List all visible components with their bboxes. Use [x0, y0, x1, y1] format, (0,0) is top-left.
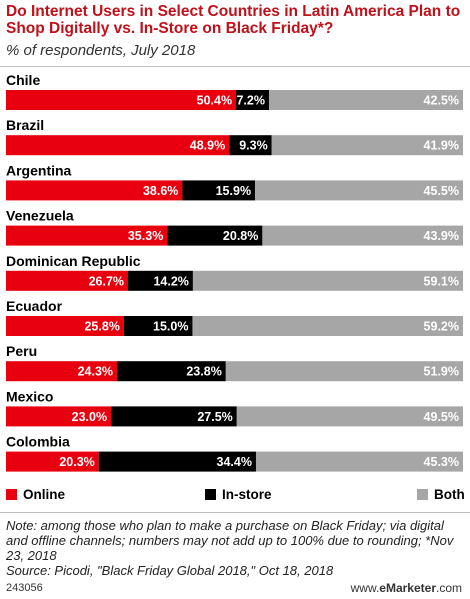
value-label-both-ecuador: 59.2%: [424, 320, 459, 334]
legend-label-instore: In-store: [222, 487, 272, 502]
value-label-online-colombia: 20.3%: [59, 455, 94, 469]
country-label-ecuador: Ecuador: [6, 298, 63, 314]
bar-online-chile: [6, 90, 237, 110]
value-label-online-brazil: 48.9%: [190, 139, 225, 153]
chart-source: Source: Picodi, "Black Friday Global 201…: [6, 563, 334, 578]
top-divider: [0, 66, 470, 67]
bar-both-peru: [225, 361, 463, 382]
bar-online-ecuador: [6, 316, 124, 336]
value-label-in-store-ecuador: 15.0%: [153, 320, 188, 334]
value-label-in-store-argentina: 15.9%: [216, 184, 251, 198]
value-label-in-store-colombia: 34.4%: [217, 455, 252, 469]
country-label-mexico: Mexico: [6, 388, 53, 404]
value-label-both-colombia: 45.3%: [424, 455, 459, 469]
value-label-both-peru: 51.9%: [424, 365, 459, 379]
chart-id: 243056: [6, 582, 43, 594]
bar-online-venezuela: [6, 225, 168, 246]
legend-swatch-online: [6, 489, 17, 500]
chart-subtitle: % of respondents, July 2018: [6, 42, 196, 59]
value-label-both-dominican-republic: 59.1%: [424, 274, 459, 288]
value-label-in-store-brazil: 9.3%: [239, 139, 268, 153]
bar-in-store-brazil: [229, 135, 272, 156]
chart-legend: Online In-store Both: [0, 487, 470, 507]
bar-in-store-colombia: [98, 451, 256, 472]
legend-item-instore: In-store: [205, 487, 272, 502]
legend-label-online: Online: [23, 487, 66, 502]
bar-both-chile: [268, 90, 463, 110]
legend-swatch-instore: [205, 489, 216, 500]
value-label-online-ecuador: 25.8%: [84, 320, 119, 334]
legend-item-online: Online: [6, 487, 65, 502]
value-label-both-venezuela: 43.9%: [424, 229, 459, 243]
value-label-online-peru: 24.3%: [78, 365, 113, 379]
value-label-in-store-mexico: 27.5%: [197, 410, 232, 424]
value-label-in-store-peru: 23.8%: [186, 365, 221, 379]
bar-both-ecuador: [192, 316, 463, 336]
country-label-venezuela: Venezuela: [6, 208, 74, 224]
country-label-dominican-republic: Dominican Republic: [6, 253, 141, 269]
value-label-online-chile: 50.4%: [197, 94, 232, 108]
bar-in-store-peru: [117, 361, 226, 382]
bar-in-store-argentina: [182, 180, 256, 201]
country-label-brazil: Brazil: [6, 117, 44, 133]
bar-in-store-chile: [236, 90, 269, 110]
value-label-both-brazil: 41.9%: [424, 139, 459, 153]
legend-swatch-both: [417, 489, 428, 500]
value-label-in-store-dominican-republic: 14.2%: [153, 274, 188, 288]
bottom-divider: [0, 512, 470, 513]
value-label-in-store-chile: 7.2%: [236, 94, 265, 108]
value-label-online-venezuela: 35.3%: [128, 229, 163, 243]
value-label-both-argentina: 45.5%: [424, 184, 459, 198]
value-label-online-mexico: 23.0%: [72, 410, 107, 424]
bar-both-mexico: [236, 406, 463, 427]
brand-suffix: .com: [435, 581, 462, 595]
bar-online-argentina: [6, 180, 183, 201]
bar-both-colombia: [255, 451, 463, 472]
brand-footer[interactable]: www.eMarketer.com: [351, 581, 462, 595]
bar-both-brazil: [271, 135, 463, 156]
bar-online-mexico: [6, 406, 112, 427]
country-label-argentina: Argentina: [6, 162, 72, 178]
bar-in-store-venezuela: [167, 225, 263, 246]
value-label-both-mexico: 49.5%: [424, 410, 459, 424]
chart-title: Do Internet Users in Select Countries in…: [6, 3, 461, 37]
bar-in-store-ecuador: [123, 316, 193, 336]
bar-online-dominican-republic: [6, 270, 129, 291]
bar-in-store-dominican-republic: [128, 270, 193, 291]
stacked-bar-chart: Chile 50.4% 7.2% 42.5% Brazil 48.9% 9.3% 41.9% A…: [6, 72, 463, 472]
bar-both-argentina: [255, 180, 463, 201]
bar-online-peru: [6, 361, 118, 382]
value-label-online-argentina: 38.6%: [143, 184, 178, 198]
bar-both-venezuela: [262, 225, 463, 246]
value-label-online-dominican-republic: 26.7%: [89, 274, 124, 288]
value-label-both-chile: 42.5%: [424, 94, 459, 108]
bar-both-dominican-republic: [192, 270, 463, 291]
country-label-peru: Peru: [6, 343, 37, 359]
brand-prefix: www.: [350, 581, 380, 595]
bar-online-colombia: [6, 451, 99, 472]
value-label-in-store-venezuela: 20.8%: [223, 229, 258, 243]
legend-item-both: Both: [417, 487, 465, 502]
chart-note: Note: among those who plan to make a pur…: [6, 518, 454, 563]
brand-name: eMarketer: [379, 581, 436, 595]
country-label-colombia: Colombia: [6, 434, 70, 450]
bar-in-store-mexico: [111, 406, 237, 427]
country-label-chile: Chile: [6, 72, 40, 88]
bar-online-brazil: [6, 135, 230, 156]
legend-label-both: Both: [434, 487, 465, 502]
